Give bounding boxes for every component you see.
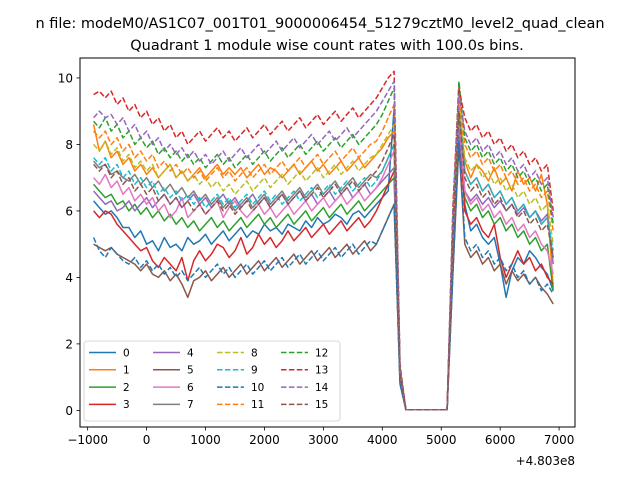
x-tick-label: −1000 [67,433,108,447]
legend-label-9: 9 [251,365,258,377]
x-tick-label: 3000 [308,433,339,447]
series-layer [92,70,554,411]
y-axis: 0 2 4 6 8 10 [58,71,80,418]
x-tick-label: 2000 [249,433,280,447]
y-tick-label: 10 [58,71,73,85]
series-line-12 [93,80,554,411]
x-axis: −1000 0 1000 2000 3000 4000 5000 6000 7000 [67,427,574,447]
legend-label-3: 3 [123,399,130,411]
y-tick-label: 0 [65,404,73,418]
y-tick-label: 4 [65,271,73,285]
series-line-2 [93,120,554,411]
legend-label-14: 14 [315,382,329,394]
legend-label-2: 2 [123,382,130,394]
x-tick-label: 0 [143,433,151,447]
series-line-11 [93,97,554,411]
legend-label-5: 5 [187,365,194,377]
legend-label-4: 4 [187,347,194,359]
y-tick-label: 2 [65,337,73,351]
legend-label-0: 0 [123,347,130,359]
x-tick-label: 4000 [367,433,398,447]
series-line-13 [93,70,554,411]
legend-label-1: 1 [123,365,130,377]
x-axis-offset-label: +4.803e8 [516,454,575,468]
legend-box [83,340,341,422]
series-line-10 [92,140,554,411]
x-tick-label: 6000 [485,433,516,447]
x-tick-label: 7000 [544,433,575,447]
y-tick-label: 8 [65,138,73,152]
y-tick-label: 6 [65,204,73,218]
legend-label-15: 15 [315,399,328,411]
legend-label-11: 11 [251,399,264,411]
series-line-9 [93,110,554,411]
figure-suptitle: n file: modeM0/AS1C07_001T01_9000006454_… [35,16,604,32]
legend-label-8: 8 [251,347,258,359]
plot-frame [79,57,576,428]
legend-label-10: 10 [251,382,264,394]
x-tick-label: 5000 [426,433,457,447]
legend-label-7: 7 [187,399,194,411]
x-tick-label: 1000 [190,433,221,447]
legend-label-12: 12 [315,347,328,359]
series-line-15 [93,110,554,411]
series-line-8 [93,100,554,411]
series-line-3 [93,117,554,411]
legend-label-13: 13 [315,365,328,377]
series-line-5 [93,143,554,411]
chart-title: Quadrant 1 module wise count rates with … [130,38,524,54]
series-line-14 [93,80,554,411]
legend-label-6: 6 [187,382,194,394]
series-line-6 [93,113,554,411]
